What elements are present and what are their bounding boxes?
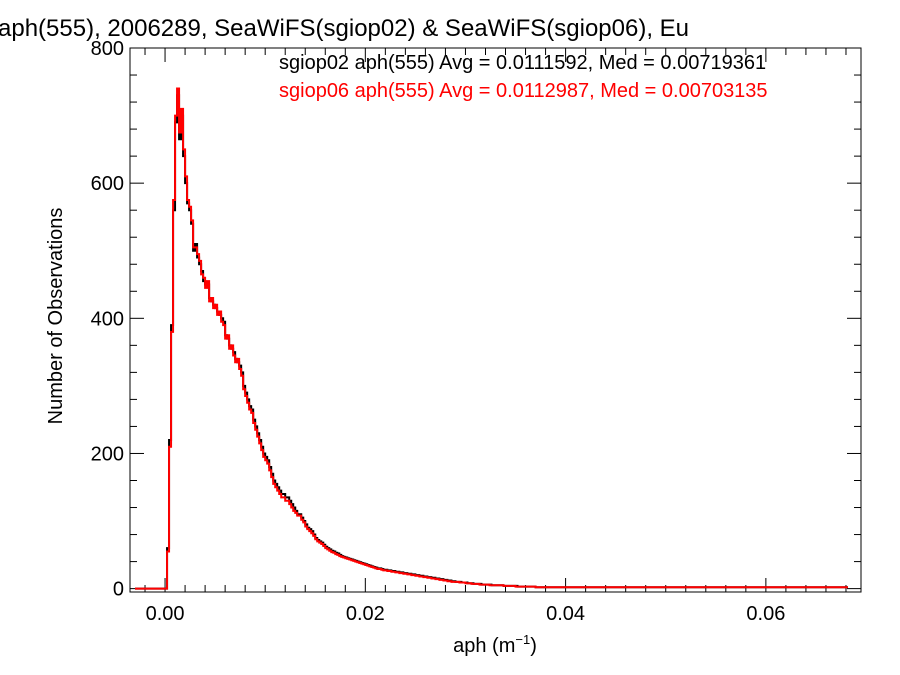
- x-tick-label: 0.06: [746, 603, 785, 625]
- x-axis-label-main: aph (m: [453, 635, 515, 657]
- x-axis-label: aph (m−1): [453, 632, 537, 657]
- y-tick-label: 400: [91, 308, 124, 330]
- legend: sgiop02 aph(555) Avg = 0.0111592, Med = …: [279, 52, 768, 102]
- y-tick-label: 0: [113, 579, 124, 601]
- x-tick-label: 0.02: [346, 603, 385, 625]
- x-tick-label: 0.00: [146, 603, 185, 625]
- legend-entry-sgiop02: sgiop02 aph(555) Avg = 0.0111592, Med = …: [279, 52, 766, 74]
- series-group: [135, 87, 848, 590]
- plot-area: 0 200 400 600 800 0.00 0.02 0.04 0.06: [91, 38, 862, 625]
- legend-entry-sgiop06: sgiop06 aph(555) Avg = 0.0112987, Med = …: [279, 80, 768, 102]
- plot-frame: [129, 47, 862, 593]
- x-axis-label-sup: −1: [515, 632, 530, 647]
- series-line-sgiop02: [135, 94, 848, 590]
- y-tick-label: 600: [91, 173, 124, 195]
- y-tick-label: 200: [91, 443, 124, 465]
- x-axis-label-close: ): [530, 635, 537, 657]
- series-line-sgiop06: [135, 87, 848, 590]
- y-tick-label: 800: [91, 38, 124, 60]
- y-axis-label: Number of Observations: [45, 208, 67, 425]
- x-axis: 0.00 0.02 0.04 0.06: [144, 48, 847, 625]
- x-tick-label: 0.04: [546, 603, 585, 625]
- y-axis: 0 200 400 600 800: [91, 38, 861, 601]
- chart-title: aph(555), 2006289, SeaWiFS(sgiop02) & Se…: [0, 15, 689, 42]
